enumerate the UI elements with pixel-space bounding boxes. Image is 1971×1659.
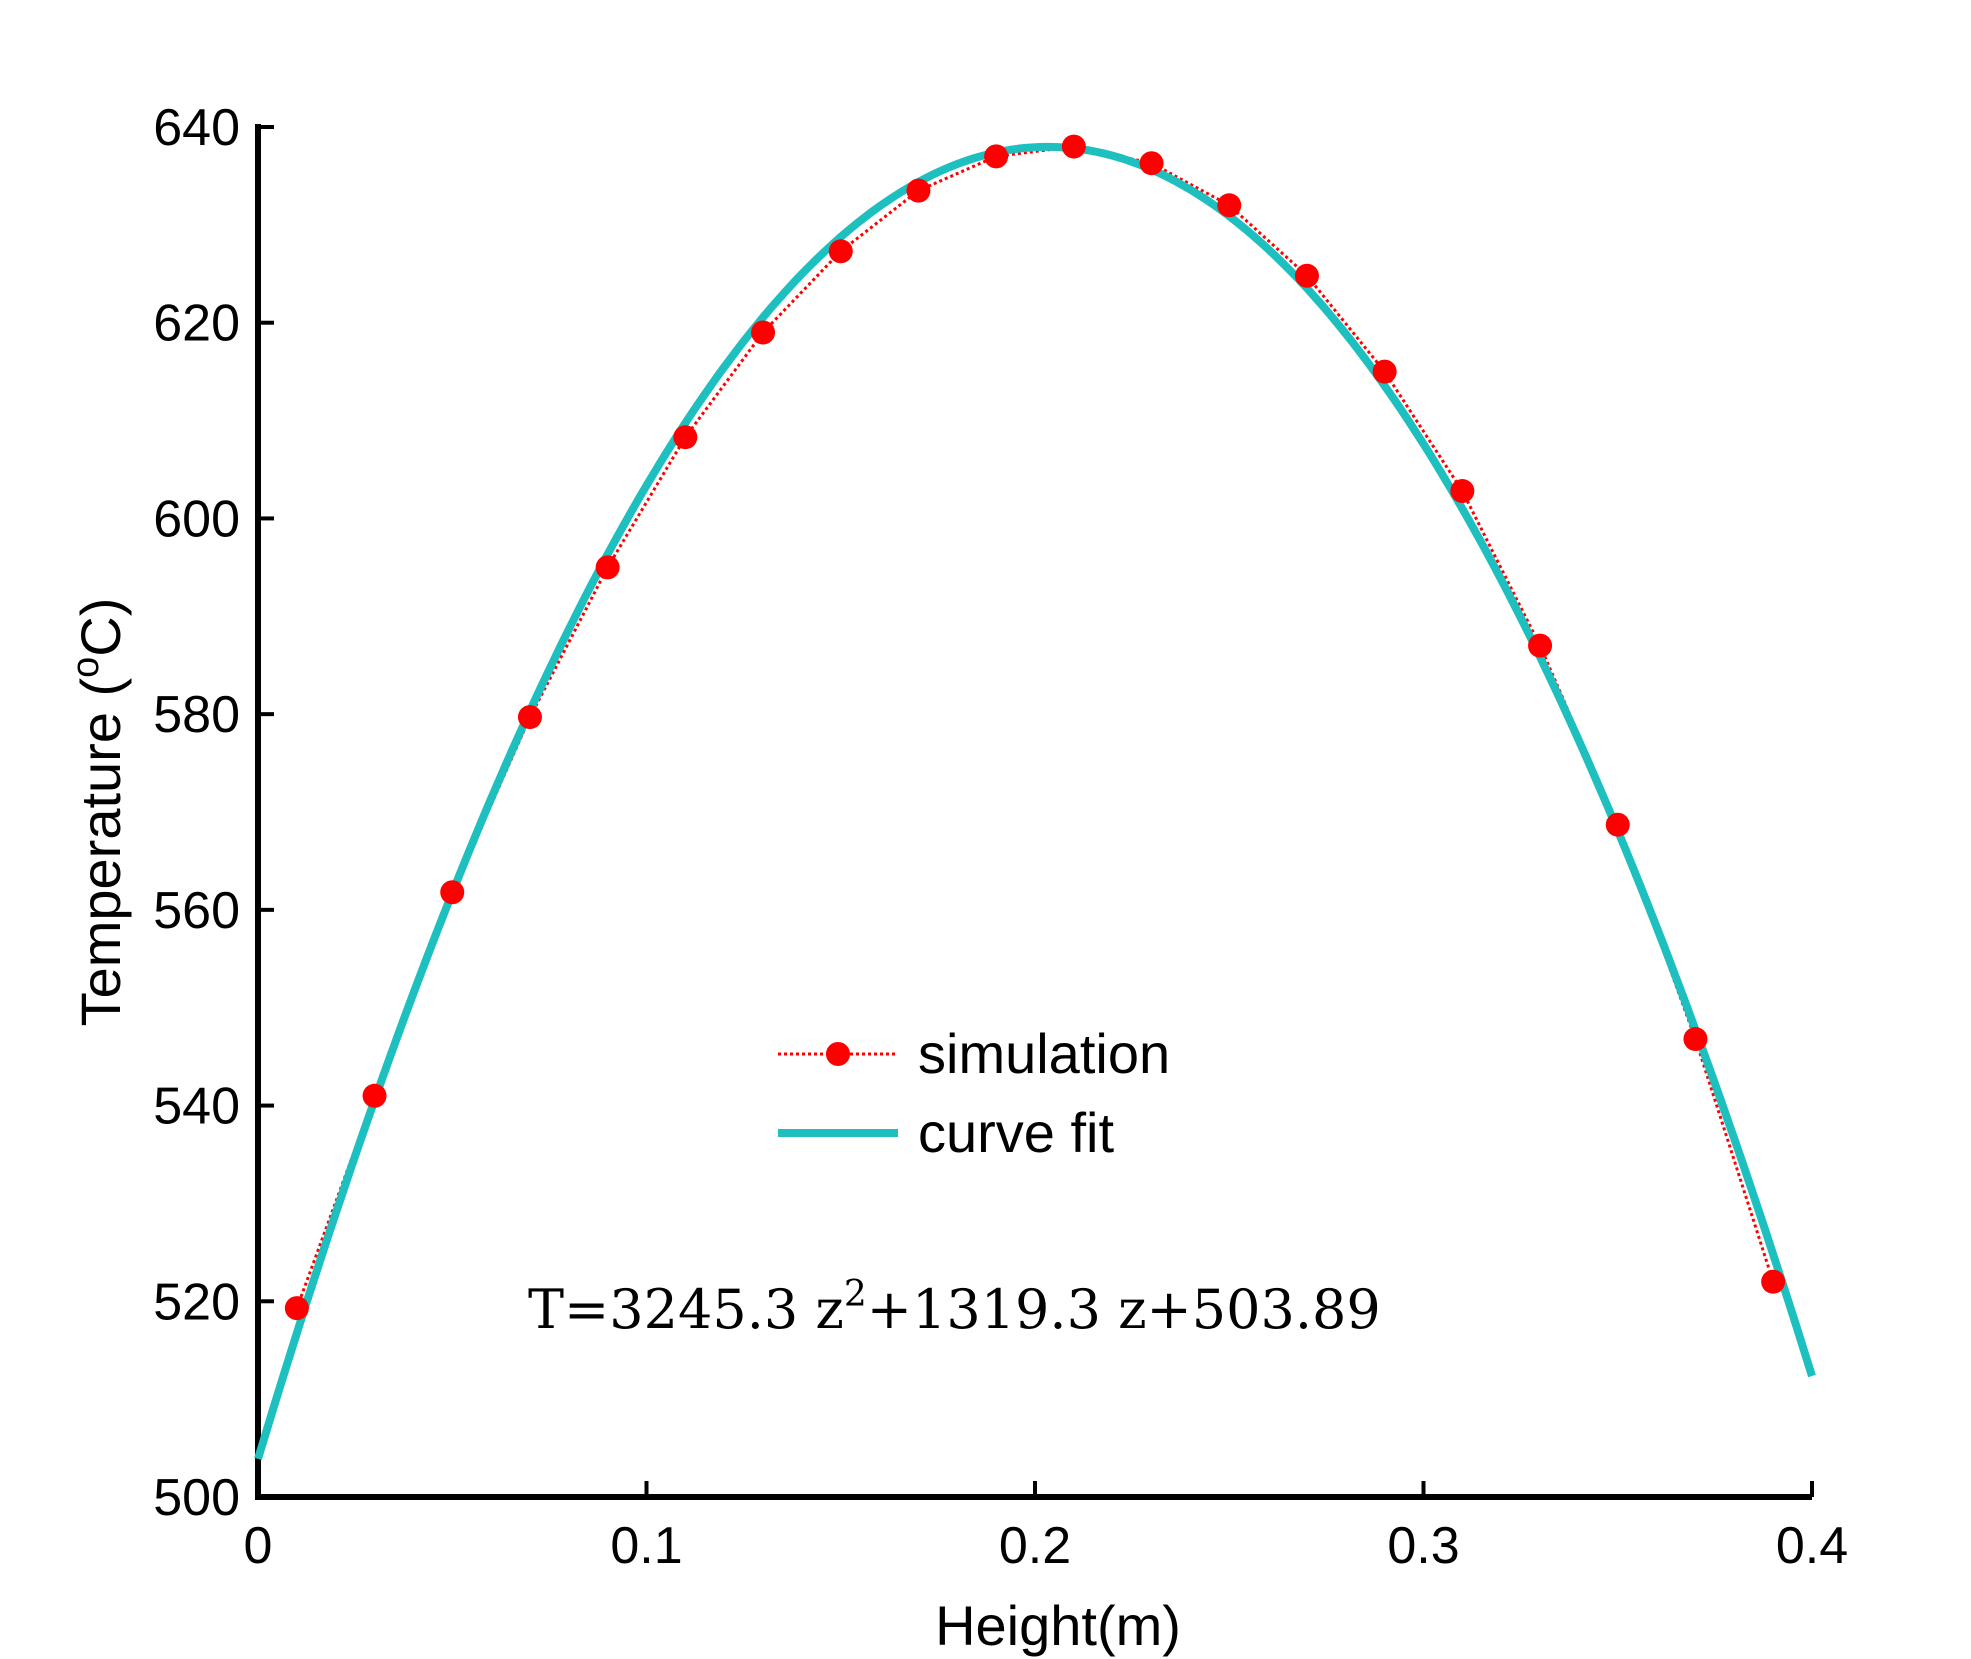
simulation-point — [673, 425, 698, 450]
simulation-point — [362, 1083, 387, 1108]
simulation-point — [1061, 134, 1086, 159]
x-tick-label: 0.4 — [1776, 1517, 1848, 1575]
x-axis-label: Height(m) — [935, 1594, 1181, 1657]
simulation-point — [1528, 633, 1553, 658]
simulation-point — [1683, 1027, 1708, 1052]
legend: simulation curve fit — [778, 1022, 1170, 1164]
simulation-line — [295, 145, 1775, 1309]
y-axis-label-end: C) — [69, 598, 132, 657]
y-axis-label-superscript: o — [65, 657, 107, 678]
legend-simulation-marker — [826, 1042, 850, 1066]
y-tick-label: 580 — [153, 686, 240, 744]
simulation-point — [440, 880, 465, 905]
y-ticks: 500 520 540 560 580 600 620 640 — [153, 99, 274, 1527]
y-tick-label: 520 — [153, 1273, 240, 1331]
equation-pre: T=3245.3 z — [528, 1278, 844, 1341]
y-tick-label: 500 — [153, 1469, 240, 1527]
legend-simulation-label: simulation — [918, 1022, 1170, 1085]
simulation-point — [1139, 151, 1164, 176]
y-tick-label: 620 — [153, 295, 240, 353]
simulation-point — [1450, 479, 1475, 504]
simulation-point — [751, 320, 776, 345]
simulation-points — [284, 134, 1786, 1321]
simulation-point — [1294, 263, 1319, 288]
x-ticks: 0 0.1 0.2 0.3 0.4 — [244, 1481, 1848, 1575]
simulation-point — [284, 1296, 309, 1321]
simulation-point — [906, 178, 931, 203]
simulation-point — [517, 705, 542, 730]
x-tick-label: 0 — [244, 1517, 273, 1575]
simulation-point — [1372, 359, 1397, 384]
simulation-point — [984, 144, 1009, 169]
simulation-point — [1605, 812, 1630, 837]
equation-post: +1319.3 z+503.89 — [867, 1278, 1381, 1341]
y-tick-label: 600 — [153, 490, 240, 548]
curve-fit-line — [254, 142, 1816, 1461]
x-tick-label: 0.1 — [610, 1517, 682, 1575]
y-axis-label: Temperature (oC) — [65, 598, 132, 1027]
legend-curve-fit-label: curve fit — [918, 1101, 1114, 1164]
y-tick-label: 560 — [153, 882, 240, 940]
y-axis-label-main: Temperature ( — [69, 677, 132, 1026]
simulation-point — [828, 239, 853, 264]
fit-equation-annotation: T=3245.3 z2+1319.3 z+503.89 — [528, 1274, 1381, 1341]
simulation-point — [1217, 193, 1242, 218]
y-tick-label: 540 — [153, 1078, 240, 1136]
equation-superscript: 2 — [844, 1274, 867, 1315]
simulation-point — [1761, 1269, 1786, 1294]
x-tick-label: 0.2 — [999, 1517, 1071, 1575]
y-tick-label: 640 — [153, 99, 240, 157]
x-tick-label: 0.3 — [1387, 1517, 1459, 1575]
simulation-point — [595, 555, 620, 580]
